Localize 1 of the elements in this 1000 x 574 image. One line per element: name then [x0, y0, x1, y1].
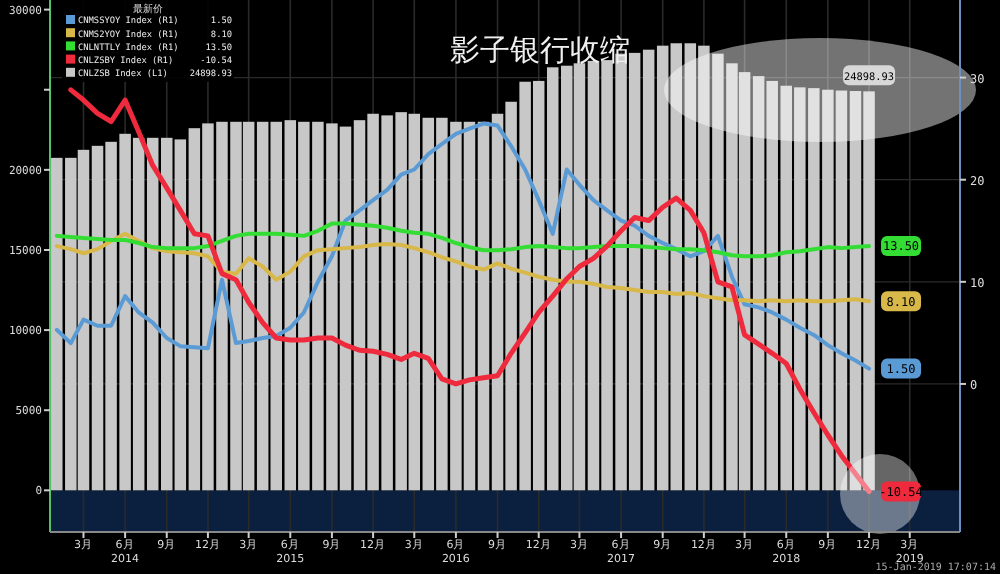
- text: 影子银行收缩: [450, 32, 630, 68]
